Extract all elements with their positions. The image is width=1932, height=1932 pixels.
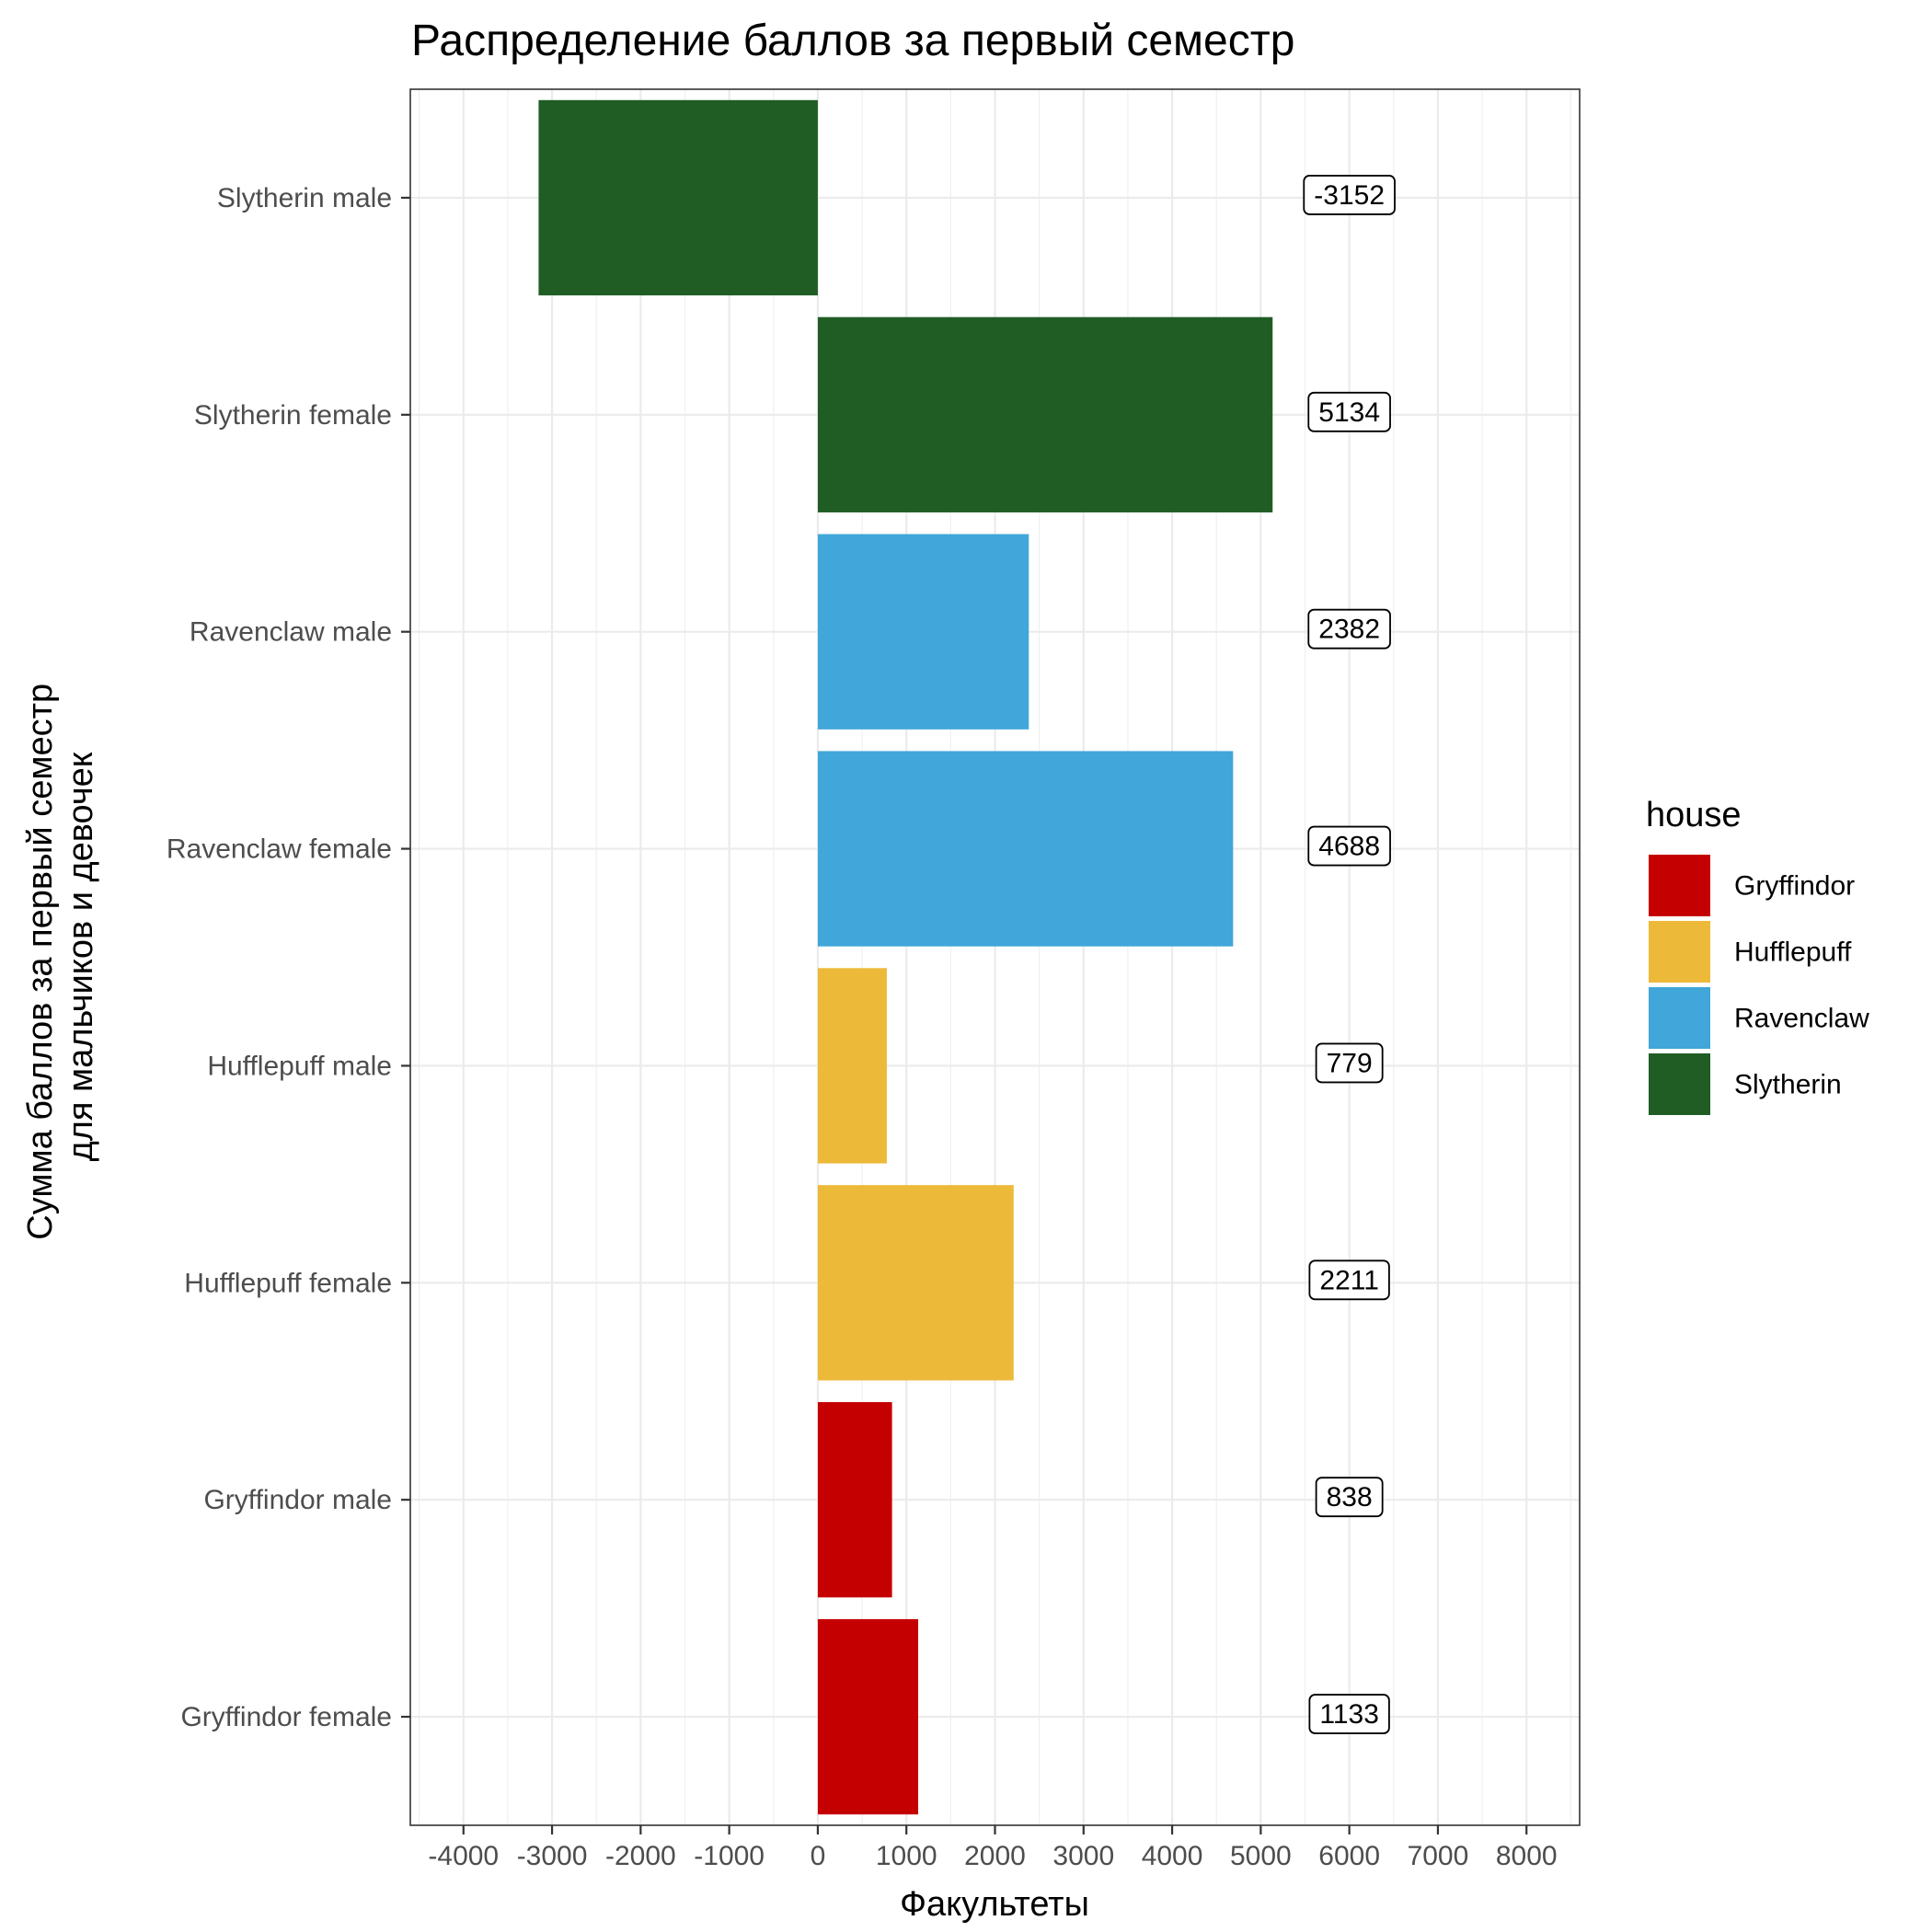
data-label: 4688 [1307, 825, 1391, 867]
data-label-text: 2211 [1319, 1265, 1379, 1295]
data-label-box [1315, 1042, 1384, 1084]
x-axis-title: Факультеты [900, 1885, 1089, 1924]
data-label-box [1315, 1477, 1384, 1518]
bar-gryffindor-female [817, 1618, 919, 1815]
data-label: 5134 [1307, 391, 1391, 432]
y-axis-title-line-2: для мальчиков и девочек [62, 752, 100, 1161]
legend-label-slytherin: Slytherin [1734, 1070, 1842, 1100]
data-label-box [1308, 1259, 1390, 1301]
data-label: 2382 [1307, 608, 1391, 650]
data-label: 1133 [1308, 1694, 1390, 1734]
data-label-text: 1133 [1319, 1699, 1379, 1730]
y-tick-label: Ravenclaw female [167, 834, 392, 865]
data-labels: -3152 5134 2382 4688 779 2211 838 1133 [1303, 175, 1396, 1734]
x-axis: -4000 -3000 -2000 -1000 0 1000 2000 3000 4000 500… [428, 1825, 1558, 1871]
y-tick-label: Hufflepuff male [207, 1051, 392, 1081]
y-tick-label: Gryffindor female [180, 1702, 392, 1732]
y-tick-label: Ravenclaw male [190, 617, 392, 648]
legend-key-gryffindor [1649, 855, 1710, 916]
x-tick-label: 2000 [964, 1841, 1026, 1871]
data-label: -3152 [1303, 175, 1396, 215]
data-label-text: 5134 [1318, 397, 1380, 428]
data-label-text: -3152 [1314, 180, 1385, 211]
legend-key-hufflepuff [1649, 921, 1710, 983]
bar-hufflepuff-male [817, 968, 887, 1164]
x-tick-label: 5000 [1230, 1841, 1292, 1871]
y-axis-title-line-1: Сумма баллов за первый семестр [21, 684, 60, 1240]
x-tick-label: 8000 [1496, 1841, 1558, 1871]
bars [538, 99, 1273, 1815]
bar-slytherin-female [817, 316, 1273, 512]
x-tick-label: -2000 [605, 1841, 676, 1871]
legend-key-ravenclaw [1649, 987, 1710, 1049]
y-tick-label: Gryffindor male [203, 1485, 392, 1515]
data-label-text: 2382 [1318, 615, 1380, 645]
x-tick-label: -4000 [428, 1841, 499, 1871]
legend: house Gryffindor Hufflepuff Ravenclaw Slyth… [1646, 796, 1869, 1115]
bar-slytherin-male [538, 99, 818, 296]
x-tick-label: -1000 [694, 1841, 765, 1871]
data-label-text: 779 [1327, 1048, 1373, 1078]
x-tick-label: -3000 [517, 1841, 588, 1871]
legend-label-ravenclaw: Ravenclaw [1734, 1004, 1869, 1034]
bar-ravenclaw-female [817, 751, 1234, 947]
x-tick-label: 7000 [1408, 1841, 1469, 1871]
x-tick-label: 0 [811, 1841, 826, 1871]
x-tick-label: 1000 [876, 1841, 937, 1871]
data-label: 838 [1315, 1477, 1384, 1518]
y-tick-label: Slytherin female [194, 400, 392, 431]
y-axis-title: Сумма баллов за первый семестр для мальч… [21, 673, 100, 1239]
legend-key-slytherin [1649, 1053, 1710, 1115]
x-tick-label: 3000 [1052, 1841, 1114, 1871]
data-label-box [1307, 825, 1391, 867]
data-label-box [1307, 608, 1391, 650]
x-tick-label: 6000 [1318, 1841, 1380, 1871]
data-label-box [1308, 1694, 1390, 1734]
bar-hufflepuff-female [817, 1185, 1014, 1381]
legend-label-hufflepuff: Hufflepuff [1734, 937, 1852, 968]
legend-label-gryffindor: Gryffindor [1734, 871, 1855, 902]
bar-gryffindor-male [817, 1402, 892, 1598]
legend-title: house [1646, 796, 1742, 834]
plot-area: -3152 5134 2382 4688 779 2211 838 1133 [409, 88, 1581, 1826]
y-tick-label: Slytherin male [217, 183, 392, 213]
data-label: 2211 [1308, 1259, 1390, 1301]
y-axis: Slytherin male Slytherin female Ravenclaw … [167, 183, 410, 1732]
x-tick-label: 4000 [1142, 1841, 1203, 1871]
data-label-text: 838 [1327, 1482, 1373, 1512]
data-label-box [1303, 175, 1396, 215]
data-label: 779 [1315, 1042, 1384, 1084]
y-tick-label: Hufflepuff female [184, 1268, 392, 1298]
chart-title: Распределение баллов за первый семестр [411, 17, 1294, 65]
data-label-box [1307, 391, 1391, 432]
bar-ravenclaw-male [817, 534, 1029, 730]
data-label-text: 4688 [1318, 832, 1380, 862]
